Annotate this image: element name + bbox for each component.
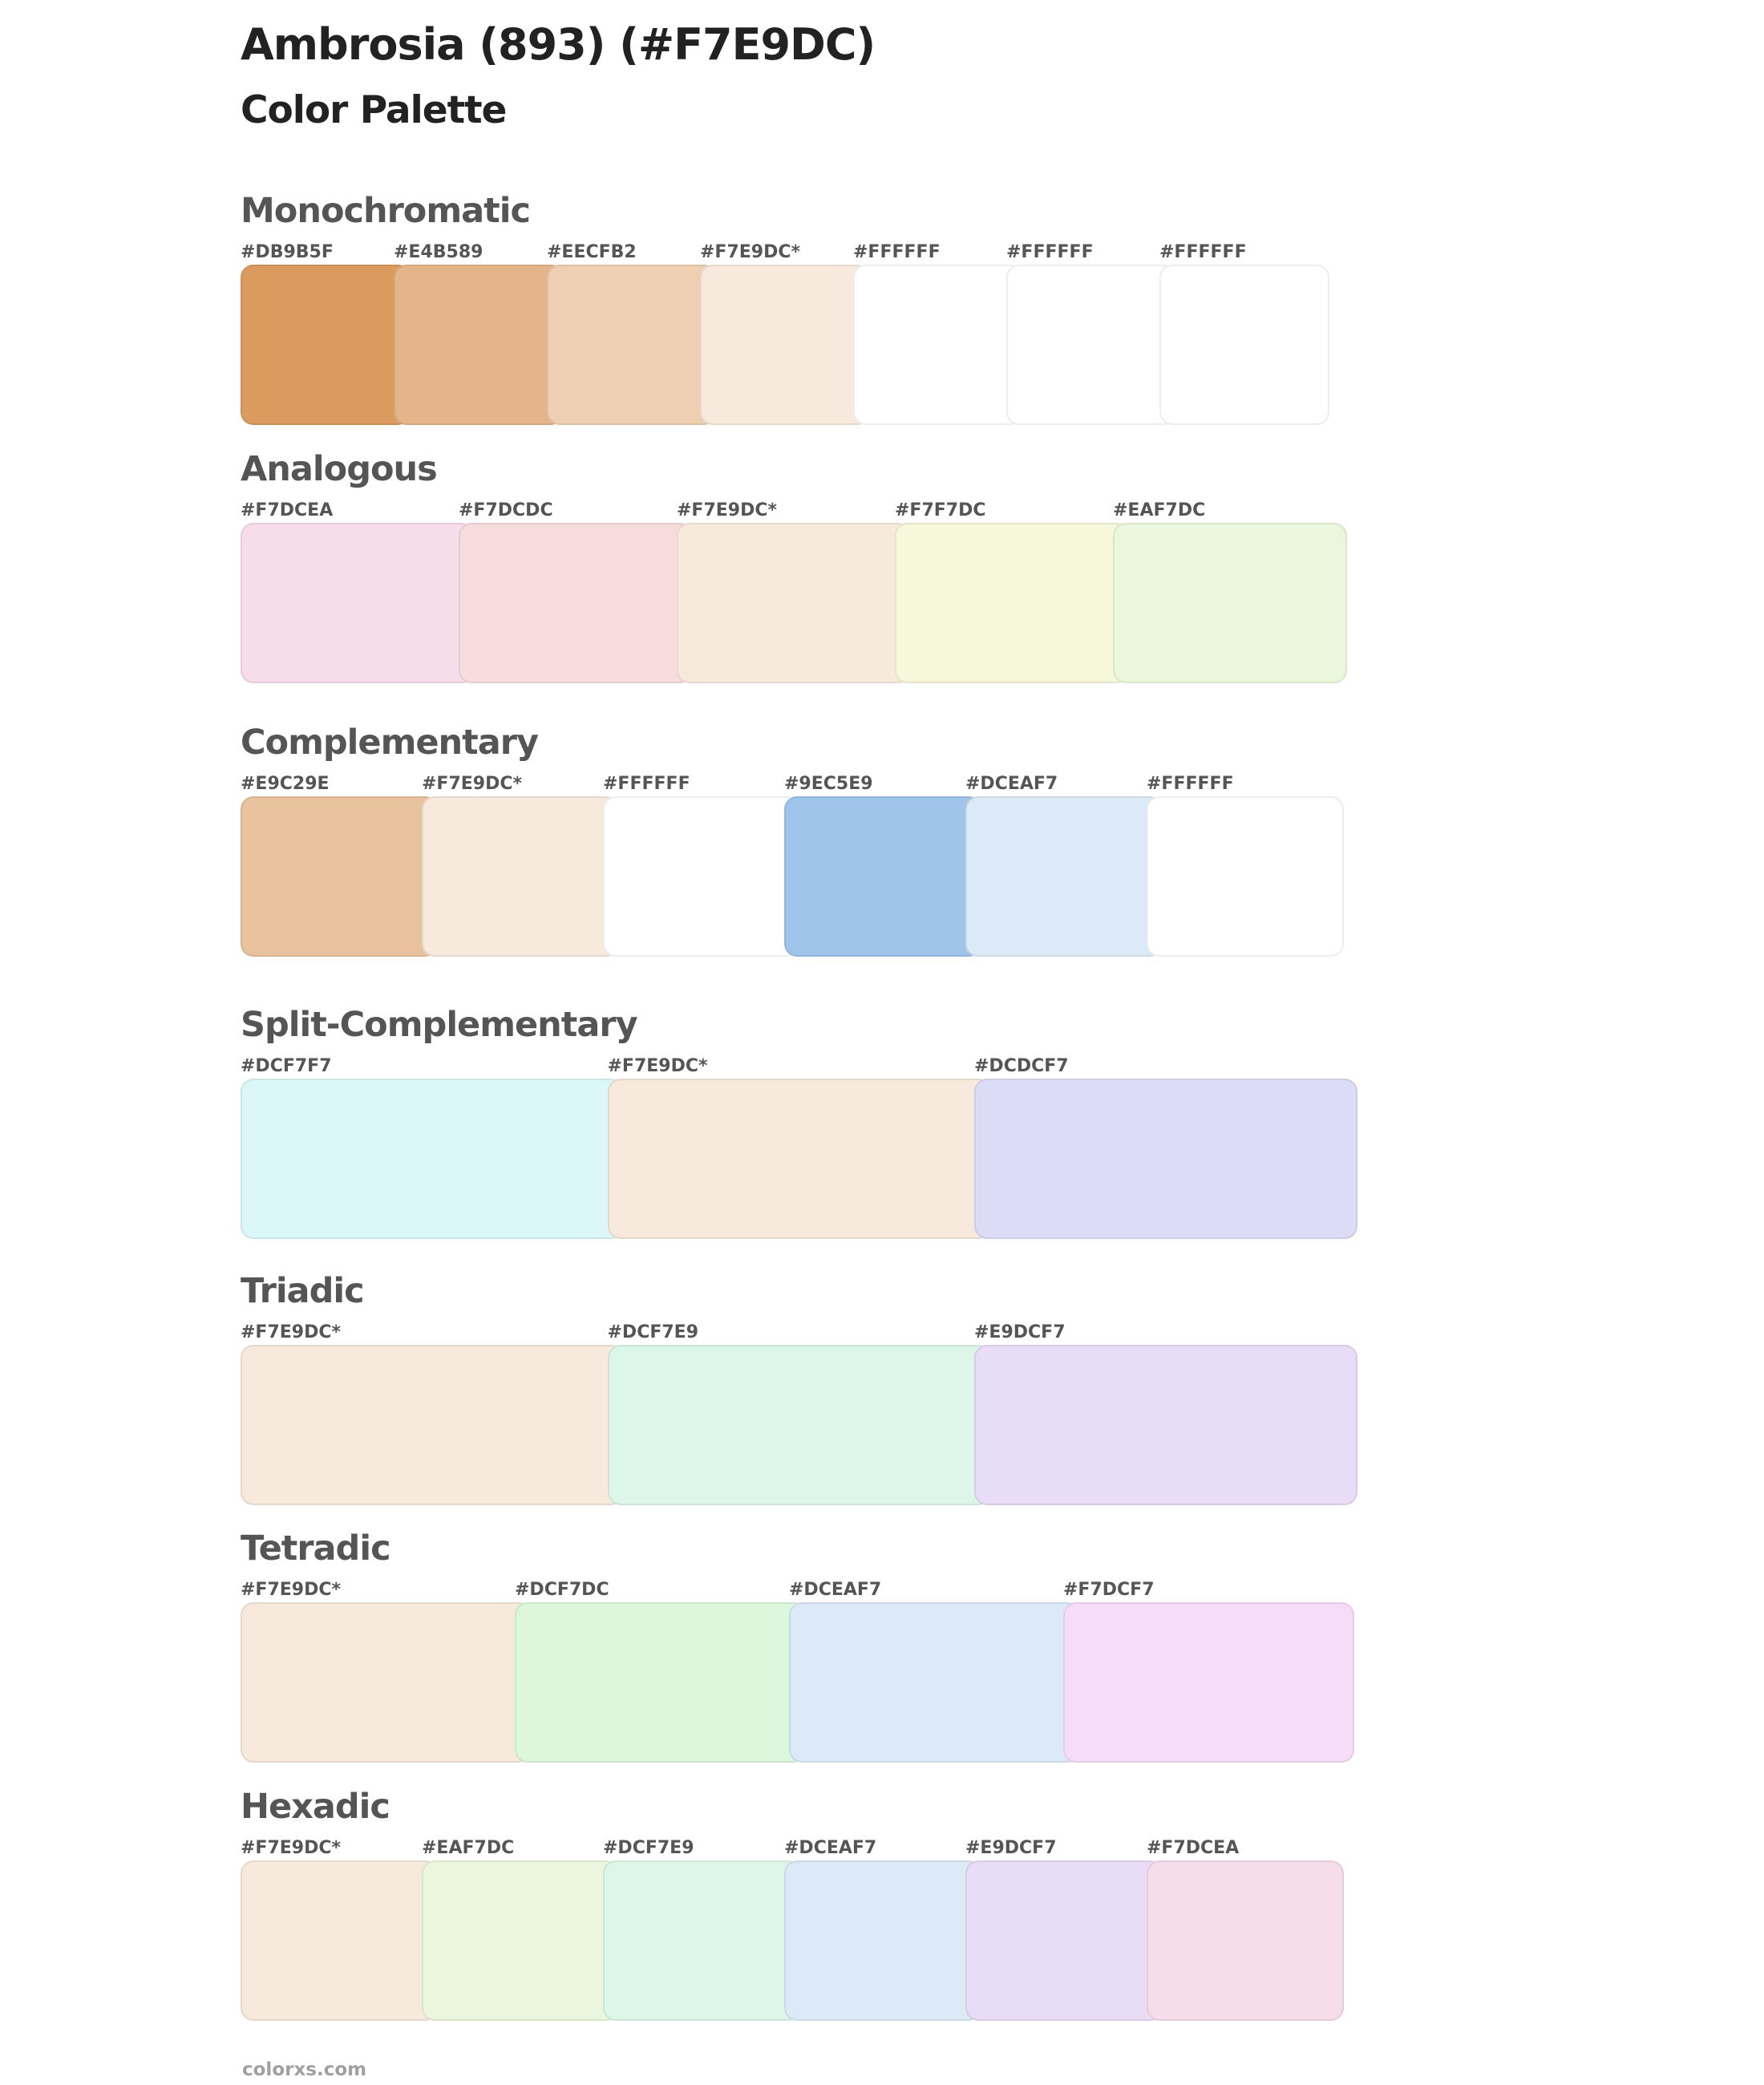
swatch-label: #DB9B5F: [241, 242, 334, 262]
color-swatch[interactable]: [965, 796, 1163, 957]
swatch-label: #F7E9DC*: [241, 1580, 342, 1600]
swatch-label: #F7E9DC*: [241, 1322, 342, 1342]
color-swatch[interactable]: [241, 523, 475, 683]
swatch-label: #F7DCF7: [1063, 1580, 1155, 1600]
color-swatch[interactable]: [1063, 1602, 1354, 1763]
color-swatch[interactable]: [459, 523, 693, 683]
color-swatch[interactable]: [1147, 796, 1344, 957]
swatch-label: #F7E9DC*: [422, 774, 523, 794]
swatch-label: #FFFFFF: [603, 774, 690, 794]
color-swatch[interactable]: [603, 1860, 800, 2021]
section-heading: Monochromatic: [241, 191, 531, 231]
swatch-label: #DCEAF7: [789, 1580, 882, 1600]
color-swatch[interactable]: [515, 1602, 806, 1763]
swatch-label: #F7DCEA: [241, 500, 334, 520]
page-subtitle: Color Palette: [241, 88, 507, 132]
swatch-label: #F7F7DC: [895, 500, 986, 520]
swatch-label: #DCF7E9: [607, 1322, 699, 1342]
color-swatch[interactable]: [241, 1860, 438, 2021]
color-swatch[interactable]: [394, 265, 564, 425]
color-swatch[interactable]: [241, 1602, 532, 1763]
color-swatch[interactable]: [974, 1345, 1357, 1505]
color-swatch[interactable]: [784, 796, 981, 957]
color-swatch[interactable]: [422, 1860, 619, 2021]
color-swatch[interactable]: [965, 1860, 1163, 2021]
color-swatch[interactable]: [607, 1345, 991, 1505]
swatch-label: #F7E9DC*: [677, 500, 778, 520]
section-heading: Complementary: [241, 723, 539, 763]
color-swatch[interactable]: [241, 1079, 624, 1239]
swatch-label: #EAF7DC: [422, 1838, 515, 1858]
color-swatch[interactable]: [603, 796, 800, 957]
swatch-label: #F7E9DC*: [241, 1838, 342, 1858]
page-title: Ambrosia (893) (#F7E9DC): [241, 19, 876, 70]
site-credit: colorxs.com: [242, 2059, 367, 2080]
swatch-label: #F7E9DC*: [700, 242, 801, 262]
swatch-label: #FFFFFF: [1159, 242, 1247, 262]
color-swatch[interactable]: [241, 265, 411, 425]
section-heading: Tetradic: [241, 1528, 391, 1569]
color-swatch[interactable]: [1113, 523, 1347, 683]
swatch-label: #E9DCF7: [974, 1322, 1066, 1342]
swatch-label: #E9C29E: [241, 774, 330, 794]
section-heading: Analogous: [241, 449, 438, 489]
swatch-label: #F7DCDC: [459, 500, 553, 520]
swatch-label: #E9DCF7: [965, 1838, 1057, 1858]
swatch-label: #DCF7E9: [603, 1838, 694, 1858]
swatch-label: #EECFB2: [547, 242, 637, 262]
swatch-label: #F7E9DC*: [607, 1056, 708, 1076]
swatch-label: #DCF7F7: [241, 1056, 332, 1076]
section-heading: Split-Complementary: [241, 1005, 638, 1045]
section-heading: Hexadic: [241, 1787, 390, 1827]
swatch-label: #F7DCEA: [1147, 1838, 1240, 1858]
swatch-label: #FFFFFF: [1147, 774, 1234, 794]
color-swatch[interactable]: [241, 796, 438, 957]
swatch-label: #EAF7DC: [1113, 500, 1206, 520]
color-swatch[interactable]: [422, 796, 619, 957]
color-swatch[interactable]: [853, 265, 1023, 425]
color-swatch[interactable]: [677, 523, 911, 683]
swatch-label: #9EC5E9: [784, 774, 873, 794]
color-swatch[interactable]: [1159, 265, 1329, 425]
swatch-label: #DCEAF7: [784, 1838, 877, 1858]
color-swatch[interactable]: [974, 1079, 1357, 1239]
color-swatch[interactable]: [241, 1345, 624, 1505]
color-swatch[interactable]: [789, 1602, 1080, 1763]
swatch-label: #DCDCF7: [974, 1056, 1069, 1076]
swatch-label: #FFFFFF: [1006, 242, 1094, 262]
color-swatch[interactable]: [895, 523, 1129, 683]
swatch-label: #E4B589: [394, 242, 483, 262]
color-swatch[interactable]: [700, 265, 870, 425]
color-swatch[interactable]: [1006, 265, 1176, 425]
color-swatch[interactable]: [1147, 1860, 1344, 2021]
swatch-label: #DCF7DC: [515, 1580, 609, 1600]
color-swatch[interactable]: [784, 1860, 981, 2021]
color-swatch[interactable]: [607, 1079, 991, 1239]
color-swatch[interactable]: [547, 265, 717, 425]
swatch-label: #DCEAF7: [965, 774, 1058, 794]
swatch-label: #FFFFFF: [853, 242, 941, 262]
section-heading: Triadic: [241, 1271, 365, 1311]
